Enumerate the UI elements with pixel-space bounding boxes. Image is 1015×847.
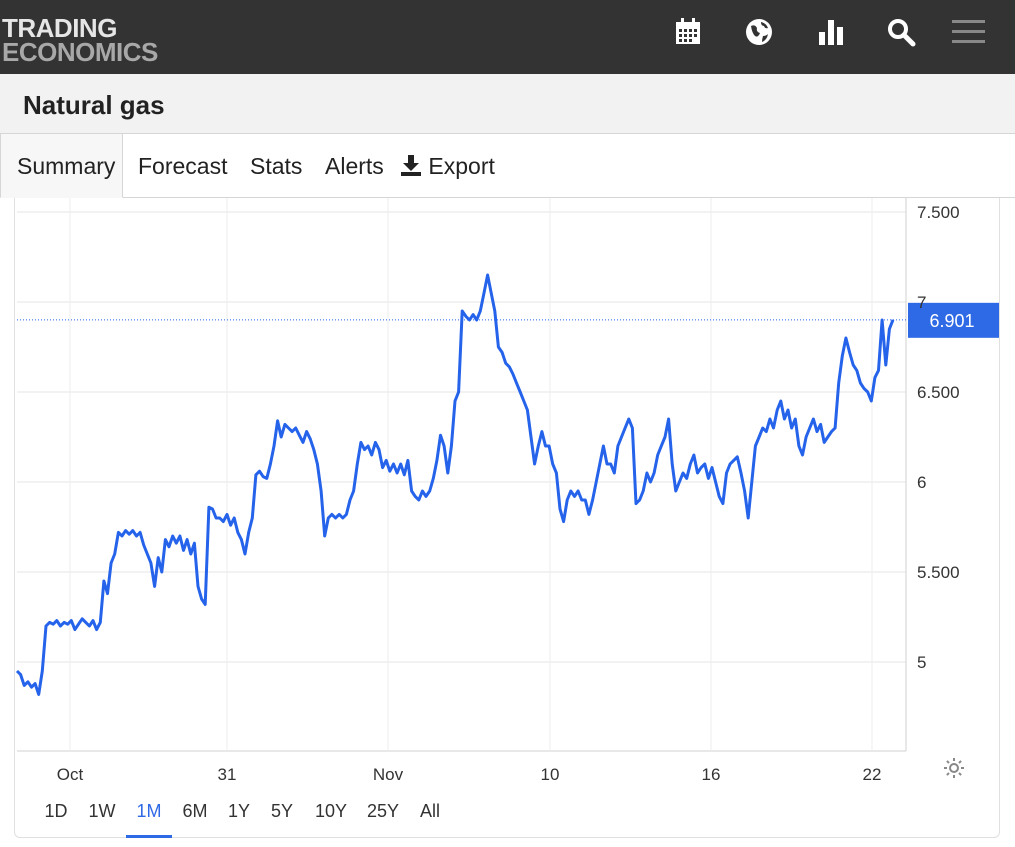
tab-export[interactable]: Export [400, 134, 495, 198]
search-icon[interactable] [883, 14, 919, 50]
tab-alerts[interactable]: Alerts [325, 134, 384, 198]
range-1m[interactable]: 1M [126, 798, 172, 838]
range-all[interactable]: All [419, 801, 440, 821]
download-icon [401, 155, 421, 176]
range-5y[interactable]: 5Y [270, 801, 294, 821]
logo-line1: TRADING [2, 13, 117, 43]
x-tick-label: Nov [373, 765, 404, 784]
chart-grid [17, 198, 907, 752]
chart-container [14, 198, 1000, 838]
tab-summary[interactable]: Summary [0, 134, 123, 198]
tab-stats-label: Stats [250, 153, 303, 179]
x-tick-label: 31 [218, 765, 237, 784]
y-tick-label: 6 [917, 473, 926, 492]
x-tick-label: 16 [702, 765, 721, 784]
range-10y[interactable]: 10Y [314, 801, 348, 821]
range-1y[interactable]: 1Y [227, 801, 251, 821]
logo-line2: ECONOMICS [2, 37, 158, 67]
y-tick-label: 5 [917, 653, 926, 672]
tab-bar: Summary Forecast Stats Alerts Export [0, 134, 1015, 198]
tab-export-label: Export [428, 153, 495, 179]
bar-chart-icon[interactable] [813, 14, 849, 50]
menu-icon[interactable] [950, 14, 986, 50]
x-axis-labels: Oct 31 Nov 10 16 22 [57, 765, 882, 784]
tab-forecast[interactable]: Forecast [138, 134, 227, 198]
last-value-label: 6.901 [929, 311, 974, 331]
calendar-icon[interactable] [670, 14, 706, 50]
y-tick-label: 7.500 [917, 203, 960, 222]
range-1w[interactable]: 1W [88, 801, 116, 821]
y-tick-label: 6.500 [917, 383, 960, 402]
range-6m[interactable]: 6M [182, 801, 208, 821]
top-bar: TRADING ECONOMICS [0, 0, 1015, 74]
logo[interactable]: TRADING ECONOMICS [2, 13, 158, 67]
globe-icon[interactable] [741, 14, 777, 50]
title-bar: Natural gas [0, 74, 1015, 134]
x-tick-label: Oct [57, 765, 84, 784]
series-line [15, 273, 895, 696]
x-tick-label: 10 [541, 765, 560, 784]
y-tick-label: 7 [917, 293, 926, 312]
range-25y[interactable]: 25Y [366, 801, 400, 821]
y-tick-label: 5.500 [917, 563, 960, 582]
y-axis-labels: 7.500 7 6.500 6 5.500 5 [917, 203, 960, 672]
tab-forecast-label: Forecast [138, 153, 228, 179]
tab-alerts-label: Alerts [325, 153, 384, 179]
tab-stats[interactable]: Stats [250, 134, 302, 198]
tab-summary-label: Summary [17, 153, 116, 179]
chart-plot-area: 6.901 [15, 273, 999, 696]
x-tick-label: 22 [863, 765, 882, 784]
page-title: Natural gas [23, 90, 165, 120]
settings-gear-icon[interactable] [942, 756, 966, 780]
range-1d[interactable]: 1D [44, 801, 68, 821]
last-value-badge [908, 302, 999, 338]
